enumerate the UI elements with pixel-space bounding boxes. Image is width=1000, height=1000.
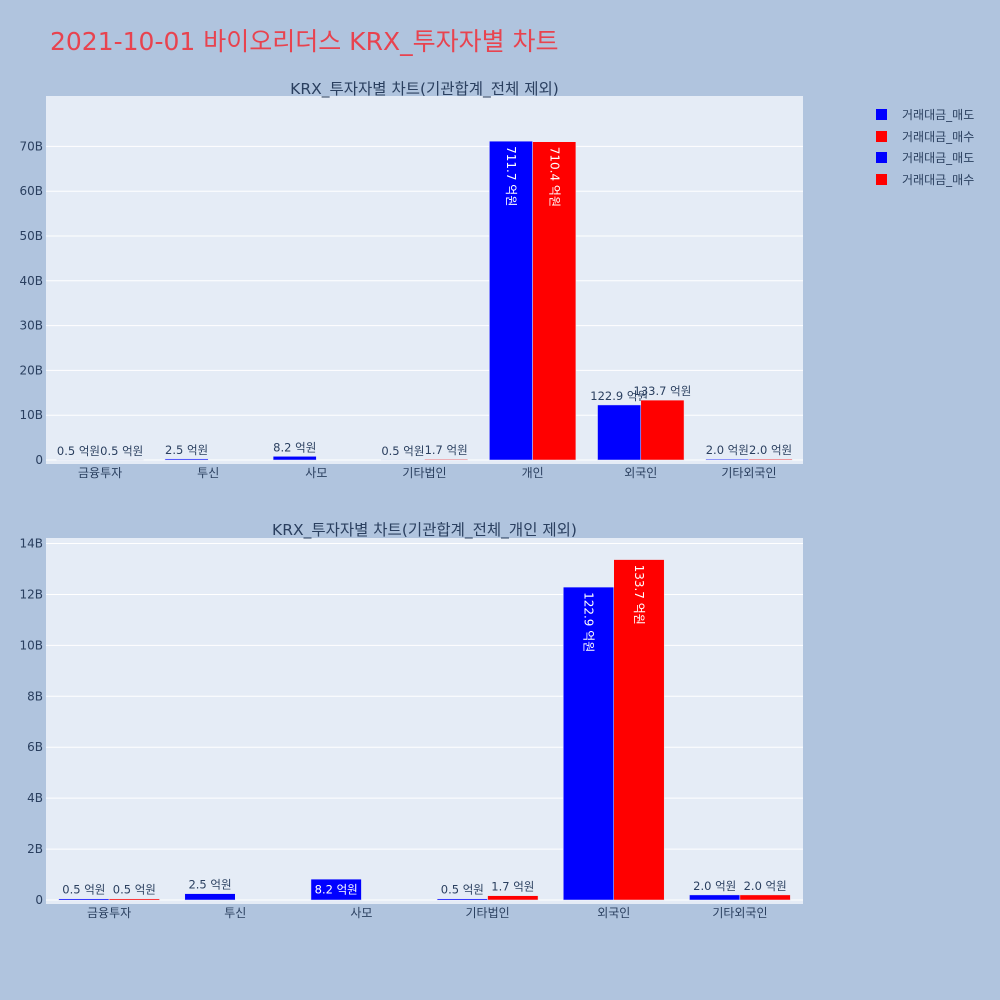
legend-label: 거래대금_매수	[902, 172, 975, 187]
legend-swatch-buy-1	[876, 130, 887, 142]
y-tick-label: 0	[35, 453, 43, 467]
data-label: 0.5 억원	[62, 883, 105, 897]
legend-label: 거래대금_매수	[902, 129, 975, 144]
bar	[184, 893, 236, 901]
x-tick-label: 외국인	[597, 906, 630, 920]
x-tick-label: 투신	[224, 906, 246, 920]
data-label: 8.2 억원	[315, 883, 358, 897]
data-label: 8.2 억원	[273, 440, 316, 454]
legend-swatch-sell-1	[876, 109, 887, 120]
legend-swatch-sell-2	[876, 152, 887, 163]
bar	[487, 895, 539, 901]
bar	[424, 458, 469, 461]
x-tick-label: 기타법인	[402, 466, 446, 480]
y-tick-label: 6B	[27, 740, 43, 754]
bar	[613, 559, 665, 901]
data-label: 1.7 억원	[425, 443, 468, 457]
subplot-title: KRX_투자자별 차트(기관합계_전체 제외)	[290, 80, 559, 99]
bar	[739, 894, 791, 901]
y-tick-label: 0	[35, 893, 43, 907]
subplot-title: KRX_투자자별 차트(기관합계_전체_개인 제외)	[272, 521, 577, 540]
y-tick-label: 60B	[19, 184, 43, 198]
data-label: 0.5 억원	[113, 883, 156, 897]
bar	[705, 458, 750, 461]
legend-swatch-buy-2	[876, 173, 887, 185]
data-label: 122.9 억원	[582, 592, 596, 652]
y-tick-label: 70B	[19, 139, 43, 153]
bar	[272, 456, 317, 461]
data-label: 133.7 억원	[634, 384, 692, 398]
x-tick-label: 사모	[305, 466, 327, 480]
plot-area	[46, 538, 803, 904]
data-label: 122.9 억원	[590, 389, 648, 403]
x-tick-label: 외국인	[624, 466, 657, 480]
bar	[689, 894, 741, 901]
data-label: 2.0 억원	[749, 443, 792, 457]
data-label: 2.0 억원	[744, 879, 787, 893]
data-label: 2.5 억원	[188, 878, 231, 892]
data-label: 710.4 억원	[547, 147, 561, 207]
y-tick-label: 40B	[19, 274, 43, 288]
bar	[108, 898, 160, 901]
y-tick-label: 8B	[27, 689, 43, 703]
bar	[748, 458, 793, 461]
bar	[164, 458, 209, 461]
y-tick-label: 20B	[19, 363, 43, 377]
legend-label: 거래대금_매도	[902, 151, 975, 165]
bar	[58, 898, 110, 901]
x-tick-label: 개인	[522, 466, 544, 480]
y-tick-label: 10B	[19, 408, 43, 422]
bar	[532, 141, 577, 461]
data-label: 711.7 억원	[504, 146, 518, 206]
legend-label: 거래대금_매도	[902, 108, 975, 122]
bar	[489, 140, 533, 461]
data-label: 1.7 억원	[491, 880, 534, 894]
bar	[310, 878, 362, 901]
bar	[597, 404, 642, 461]
y-tick-label: 14B	[19, 537, 43, 551]
x-tick-label: 사모	[350, 906, 372, 920]
y-tick-label: 30B	[19, 319, 43, 333]
bar	[436, 898, 488, 901]
bar	[640, 399, 685, 461]
x-tick-label: 기타외국인	[712, 906, 767, 920]
data-label: 0.5 억원	[381, 444, 424, 458]
y-tick-label: 2B	[27, 842, 43, 856]
y-tick-label: 4B	[27, 791, 43, 805]
x-tick-label: 금융투자	[78, 466, 122, 480]
data-label: 0.5 억원	[441, 883, 484, 897]
y-tick-label: 10B	[19, 638, 43, 652]
y-tick-label: 50B	[19, 229, 43, 243]
data-label: 2.0 억원	[693, 879, 736, 893]
plot-area	[46, 96, 803, 464]
data-label: 133.7 억원	[632, 565, 646, 625]
page-title: 2021-10-01 바이오리더스 KRX_투자자별 차트	[50, 27, 559, 56]
x-tick-label: 기타법인	[465, 906, 509, 920]
x-tick-label: 금융투자	[87, 906, 131, 920]
x-tick-label: 기타외국인	[721, 466, 776, 480]
data-label: 2.0 억원	[706, 443, 749, 457]
data-label: 0.5 억원	[100, 444, 143, 458]
data-label: 2.5 억원	[165, 443, 208, 457]
x-tick-label: 투신	[197, 466, 219, 480]
y-tick-label: 12B	[19, 587, 43, 601]
data-label: 0.5 억원	[57, 444, 100, 458]
